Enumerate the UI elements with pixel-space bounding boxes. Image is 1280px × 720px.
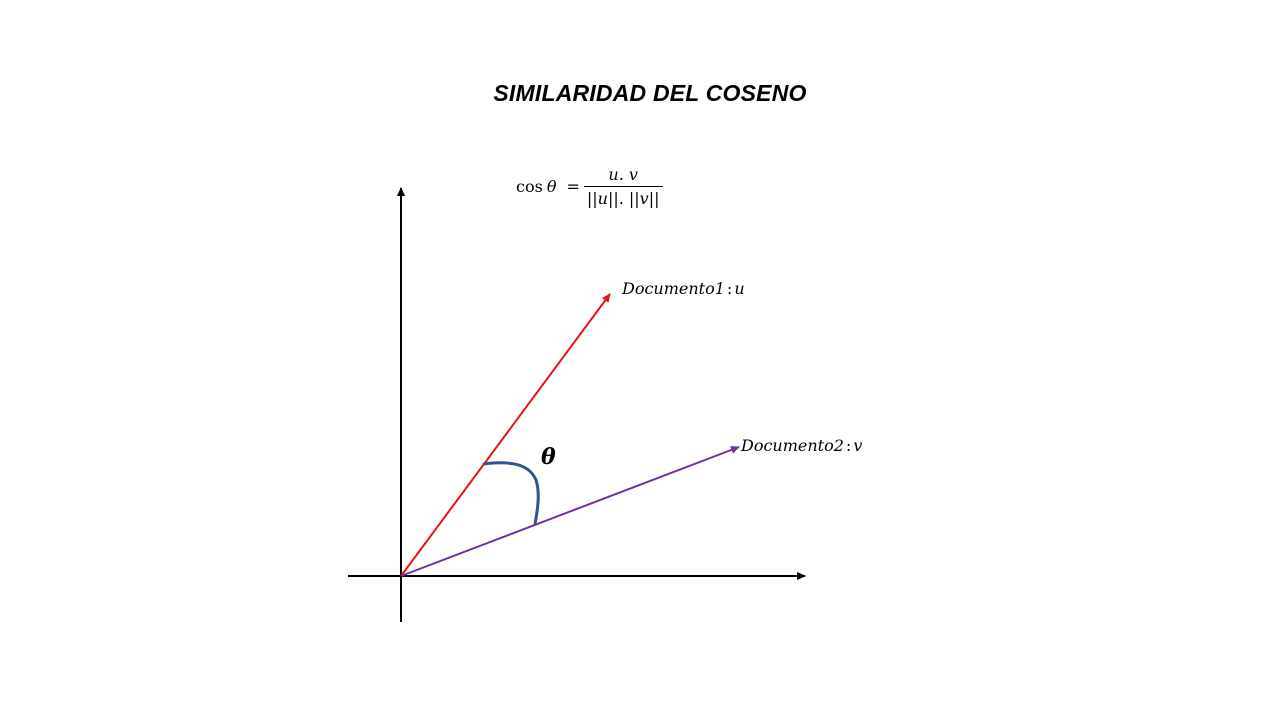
cosine-formula: cos θ = u. v ||u||. ||v|| xyxy=(516,160,663,212)
vector-v-colon: : xyxy=(845,436,852,455)
vector-u-colon: : xyxy=(726,279,733,298)
formula-lhs: cos θ xyxy=(516,177,556,196)
vector-u-name: Documento1 xyxy=(622,279,725,298)
formula-cos: cos xyxy=(516,176,543,196)
vector-v-symbol: v xyxy=(853,436,863,455)
formula-theta: θ xyxy=(546,176,557,196)
vector-u-symbol: u xyxy=(734,279,745,298)
vector-u-arrow xyxy=(400,293,611,577)
formula-denominator: ||u||. ||v|| xyxy=(583,185,663,208)
formula-numerator: u. v xyxy=(608,164,638,184)
angle-theta-label: θ xyxy=(541,444,556,470)
formula-fraction: u. v ||u||. ||v|| xyxy=(583,164,663,208)
vector-v-arrow xyxy=(400,446,740,577)
vector-u-label: Documento1: u xyxy=(622,279,745,298)
angle-arc xyxy=(482,461,540,526)
vector-v-label: Documento2: v xyxy=(741,436,862,455)
formula-equals: = xyxy=(566,176,580,196)
diagram-title: SIMILARIDAD DEL COSENO xyxy=(493,80,807,106)
vector-v-name: Documento2 xyxy=(741,436,844,455)
